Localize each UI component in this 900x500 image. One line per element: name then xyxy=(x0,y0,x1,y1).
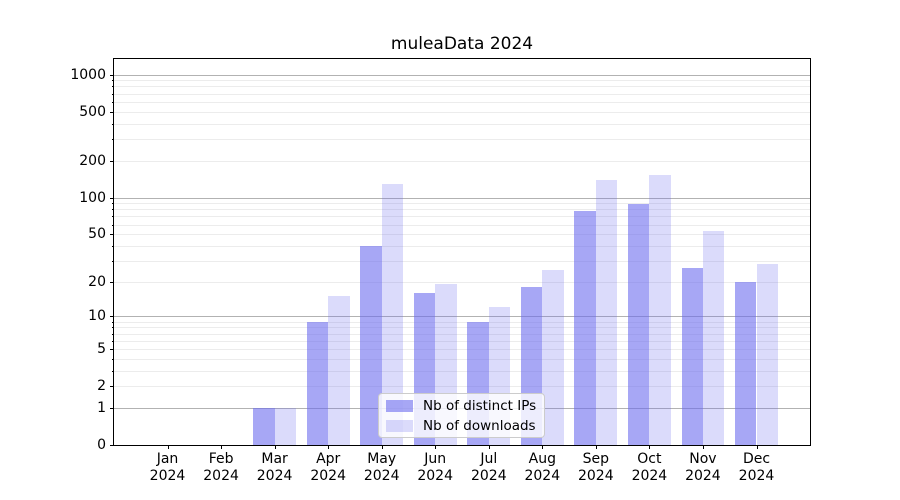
x-tick-label-may: May 2024 xyxy=(363,451,400,484)
y-gridline-minor xyxy=(114,101,810,103)
y-gridline-minor xyxy=(114,245,810,247)
y-tick-label: 500 xyxy=(79,103,106,120)
y-gridline-minor xyxy=(114,321,810,323)
bar-distinct-ips-sep xyxy=(574,211,596,445)
y-tick-label: 50 xyxy=(88,226,106,243)
x-tick xyxy=(167,445,169,449)
y-gridline-minor xyxy=(114,224,810,226)
bar-downloads-dec xyxy=(756,264,778,445)
legend-swatch-distinct-ips xyxy=(386,399,413,412)
bar-distinct-ips-nov xyxy=(681,268,703,445)
y-tick xyxy=(110,197,114,199)
bar-downloads-apr xyxy=(328,296,350,445)
x-tick-label-sep: Sep 2024 xyxy=(577,451,614,484)
bar-downloads-mar xyxy=(274,407,296,445)
y-gridline-major xyxy=(114,197,810,199)
y-gridline-minor xyxy=(114,340,810,342)
y-gridline-minor xyxy=(114,386,810,388)
legend-label-downloads: Nb of downloads xyxy=(423,417,536,434)
bar-downloads-sep xyxy=(595,179,618,445)
chart-title: muleaData 2024 xyxy=(390,34,534,54)
bar-distinct-ips-oct xyxy=(628,204,650,445)
bar-distinct-ips-dec xyxy=(735,281,757,445)
y-tick xyxy=(110,407,114,409)
y-tick-label: 20 xyxy=(88,273,106,290)
x-tick-label-oct: Oct 2024 xyxy=(631,451,668,484)
bar-distinct-ips-may xyxy=(360,245,382,445)
x-tick-label-jun: Jun 2024 xyxy=(417,451,453,484)
y-gridline-minor xyxy=(114,358,810,360)
y-gridline-minor xyxy=(114,370,810,372)
y-tick-label: 2 xyxy=(97,378,106,395)
x-tick xyxy=(274,445,276,449)
x-tick xyxy=(221,445,223,449)
y-tick-label: 200 xyxy=(79,152,106,169)
x-tick-label-feb: Feb 2024 xyxy=(203,451,239,484)
y-gridline-minor xyxy=(114,111,810,113)
y-tick xyxy=(110,445,114,446)
x-tick-label-aug: Aug 2024 xyxy=(524,451,561,484)
y-gridline-major xyxy=(114,316,810,318)
legend-swatch-downloads xyxy=(386,419,413,432)
y-gridline-minor xyxy=(114,333,810,335)
x-tick xyxy=(649,445,651,449)
x-tick-label-mar: Mar 2024 xyxy=(256,451,293,484)
y-gridline-minor xyxy=(114,281,810,283)
x-tick xyxy=(381,445,383,449)
x-tick xyxy=(542,445,544,449)
bar-downloads-aug xyxy=(542,270,564,445)
y-tick-label: 1000 xyxy=(70,66,106,83)
x-tick xyxy=(756,445,758,449)
y-tick-label: 5 xyxy=(97,340,106,357)
y-gridline-minor xyxy=(114,260,810,262)
y-tick-label: 10 xyxy=(88,308,106,325)
x-tick-label-apr: Apr 2024 xyxy=(310,451,346,484)
x-tick xyxy=(435,445,437,449)
y-gridline-minor xyxy=(114,348,810,350)
bar-downloads-may xyxy=(381,183,404,445)
y-tick xyxy=(110,316,114,318)
x-tick xyxy=(328,445,330,449)
x-tick xyxy=(702,445,704,449)
legend: Nb of distinct IPs Nb of downloads xyxy=(378,393,545,438)
y-gridline-minor xyxy=(114,203,810,205)
y-gridline-minor xyxy=(114,209,810,211)
legend-item-downloads: Nb of downloads xyxy=(386,418,536,434)
y-gridline-minor xyxy=(114,234,810,236)
x-tick-label-dec: Dec 2024 xyxy=(738,451,775,484)
y-tick-label: 100 xyxy=(79,189,106,206)
x-tick-label-jul: Jul 2024 xyxy=(470,451,507,484)
bar-downloads-nov xyxy=(702,231,725,445)
y-gridline-major xyxy=(114,74,810,76)
y-gridline-minor xyxy=(114,327,810,329)
x-tick-label-nov: Nov 2024 xyxy=(685,451,721,484)
legend-label-distinct-ips: Nb of distinct IPs xyxy=(423,397,537,414)
y-gridline-minor xyxy=(114,138,810,140)
y-gridline-minor xyxy=(114,93,810,95)
y-tick-label: 1 xyxy=(97,399,106,416)
y-tick-label: 0 xyxy=(97,437,106,453)
y-tick xyxy=(110,74,114,76)
x-tick xyxy=(595,445,597,449)
bar-downloads-oct xyxy=(649,175,671,445)
y-gridline-minor xyxy=(114,80,810,82)
bar-distinct-ips-apr xyxy=(306,321,329,445)
x-tick xyxy=(488,445,490,449)
y-gridline-minor xyxy=(114,216,810,218)
legend-item-distinct-ips: Nb of distinct IPs xyxy=(386,398,536,414)
y-gridline-minor xyxy=(114,160,810,162)
y-gridline-minor xyxy=(114,86,810,88)
bar-distinct-ips-mar xyxy=(253,407,275,445)
x-tick-label-jan: Jan 2024 xyxy=(149,451,186,484)
y-gridline-minor xyxy=(114,123,810,125)
